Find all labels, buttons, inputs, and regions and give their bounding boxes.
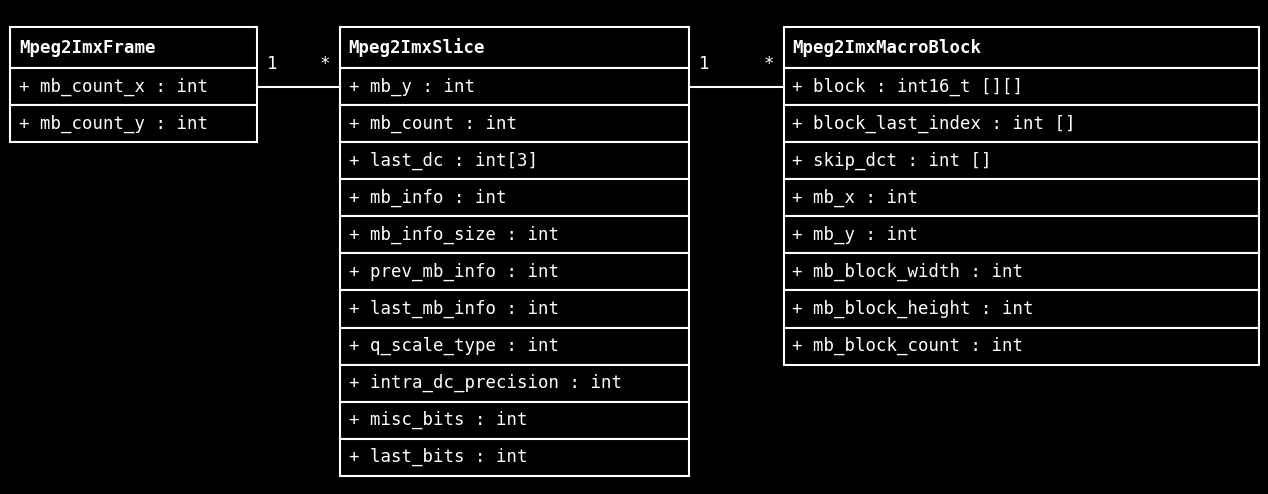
- Text: + mb_block_count : int: + mb_block_count : int: [792, 337, 1023, 355]
- Bar: [340, 365, 689, 402]
- Text: + mb_y : int: + mb_y : int: [349, 78, 474, 96]
- Text: + block_last_index : int []: + block_last_index : int []: [792, 115, 1077, 133]
- Text: + block : int16_t [][]: + block : int16_t [][]: [792, 78, 1023, 96]
- Bar: [340, 402, 689, 439]
- Text: + mb_info : int: + mb_info : int: [349, 189, 506, 207]
- Bar: [340, 216, 689, 253]
- Text: + mb_y : int: + mb_y : int: [792, 226, 918, 244]
- Text: + mb_count_x : int: + mb_count_x : int: [19, 78, 208, 96]
- Bar: [784, 290, 1259, 328]
- Text: + mb_x : int: + mb_x : int: [792, 189, 918, 207]
- Text: + skip_dct : int []: + skip_dct : int []: [792, 152, 992, 170]
- Bar: [340, 142, 689, 179]
- Bar: [784, 253, 1259, 290]
- Bar: [340, 290, 689, 328]
- Bar: [340, 105, 689, 142]
- Text: + last_dc : int[3]: + last_dc : int[3]: [349, 152, 538, 170]
- Bar: [784, 216, 1259, 253]
- Bar: [784, 179, 1259, 216]
- Text: + mb_count_y : int: + mb_count_y : int: [19, 115, 208, 133]
- Text: + mb_block_width : int: + mb_block_width : int: [792, 263, 1023, 281]
- Bar: [784, 27, 1259, 68]
- Text: + last_bits : int: + last_bits : int: [349, 448, 527, 466]
- Text: + mb_count : int: + mb_count : int: [349, 115, 516, 133]
- Text: + mb_block_height : int: + mb_block_height : int: [792, 300, 1033, 318]
- Bar: [340, 68, 689, 105]
- Text: + misc_bits : int: + misc_bits : int: [349, 411, 527, 429]
- Text: + last_mb_info : int: + last_mb_info : int: [349, 300, 559, 318]
- Bar: [10, 105, 257, 142]
- Text: + intra_dc_precision : int: + intra_dc_precision : int: [349, 374, 621, 392]
- Text: Mpeg2ImxFrame: Mpeg2ImxFrame: [19, 39, 156, 57]
- Text: 1: 1: [699, 55, 709, 74]
- Bar: [784, 142, 1259, 179]
- Text: + q_scale_type : int: + q_scale_type : int: [349, 337, 559, 355]
- Text: + mb_info_size : int: + mb_info_size : int: [349, 226, 559, 244]
- Bar: [340, 179, 689, 216]
- Bar: [340, 328, 689, 365]
- Text: Mpeg2ImxMacroBlock: Mpeg2ImxMacroBlock: [792, 39, 981, 57]
- Text: 1: 1: [268, 55, 278, 74]
- Text: + prev_mb_info : int: + prev_mb_info : int: [349, 263, 559, 281]
- Text: *: *: [763, 55, 773, 74]
- Bar: [340, 439, 689, 476]
- Bar: [784, 68, 1259, 105]
- Bar: [340, 253, 689, 290]
- Bar: [10, 68, 257, 105]
- Bar: [10, 27, 257, 68]
- Text: *: *: [320, 55, 330, 74]
- Bar: [340, 27, 689, 68]
- Bar: [784, 105, 1259, 142]
- Text: Mpeg2ImxSlice: Mpeg2ImxSlice: [349, 38, 486, 57]
- Bar: [784, 328, 1259, 365]
